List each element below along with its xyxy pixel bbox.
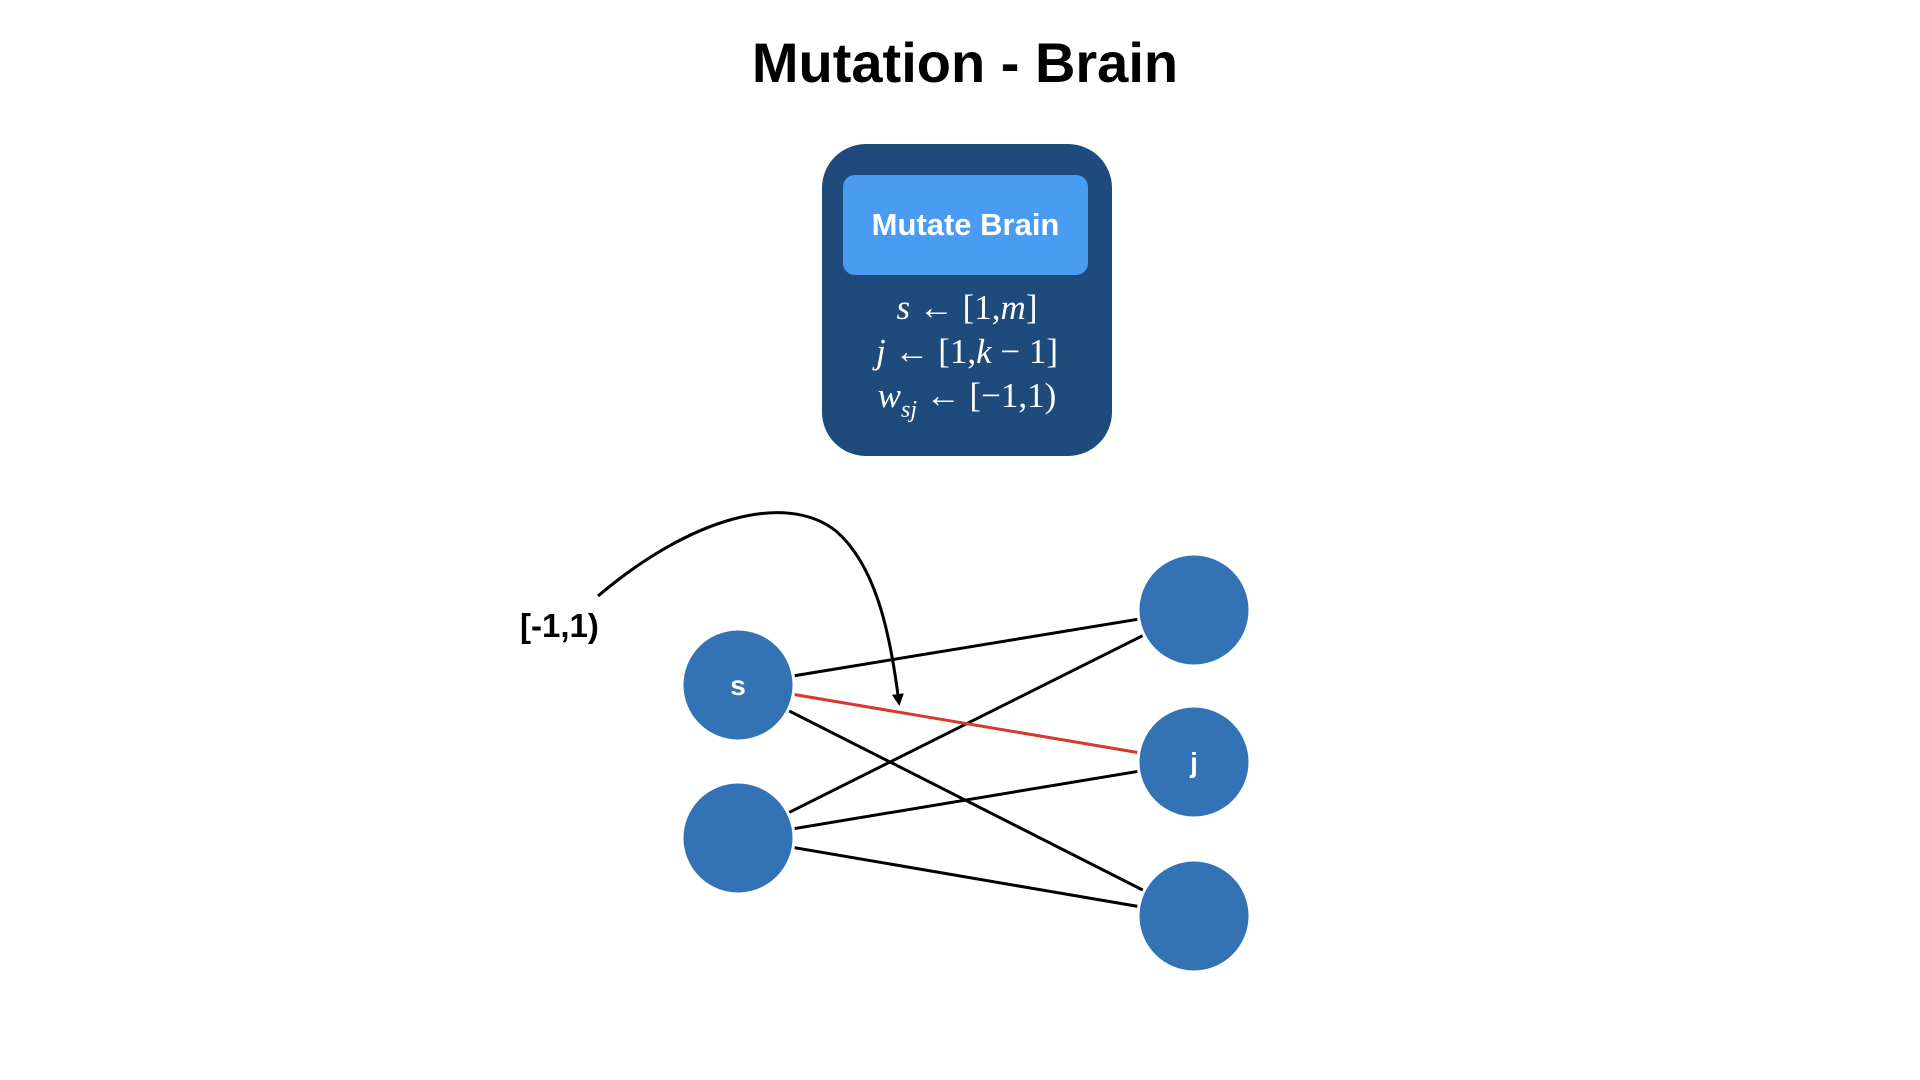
mutation-arrow bbox=[597, 511, 904, 706]
formula-var2: k bbox=[976, 332, 992, 371]
formula-tail: ] bbox=[1025, 288, 1038, 327]
mutate-brain-header: Mutate Brain bbox=[843, 175, 1088, 275]
formula-list: s ← [1,m] j ← [1,k − 1] wsj ← [−1,1) bbox=[822, 286, 1112, 422]
edge-s-top bbox=[737, 608, 1195, 687]
formula-var2: m bbox=[1000, 288, 1026, 327]
right-node-bottom bbox=[1136, 858, 1252, 974]
formula-line-j: j ← [1,k − 1] bbox=[822, 330, 1112, 374]
formula-var: j bbox=[875, 332, 886, 371]
right-node-j-label: j bbox=[1189, 747, 1198, 778]
formula-subscript: sj bbox=[901, 397, 918, 423]
formula-line-s: s ← [1,m] bbox=[822, 286, 1112, 330]
page-title: Mutation - Brain bbox=[751, 31, 1179, 94]
left-node-s: s bbox=[680, 627, 796, 743]
left-node-lower bbox=[680, 780, 796, 896]
formula-line-w: wsj ← [−1,1) bbox=[822, 374, 1112, 422]
edge-s-j-highlighted bbox=[737, 683, 1195, 764]
formula-rest: ← [−1,1) bbox=[917, 376, 1057, 415]
formula-rest: ← [1, bbox=[910, 288, 1001, 327]
right-node-top bbox=[1136, 552, 1252, 668]
mutate-brain-card: Mutate Brain s ← [1,m] j ← [1,k − 1] wsj… bbox=[822, 144, 1112, 456]
formula-rest: ← [1, bbox=[885, 332, 977, 371]
formula-tail: − 1] bbox=[991, 332, 1059, 371]
right-node-j: j bbox=[1136, 704, 1252, 820]
formula-var: s bbox=[896, 288, 911, 327]
left-node-s-label: s bbox=[730, 670, 746, 701]
edge-lower-j bbox=[737, 760, 1195, 840]
formula-var: w bbox=[877, 376, 902, 415]
range-label: [-1,1) bbox=[520, 607, 599, 644]
edge-lower-bottom bbox=[737, 836, 1195, 918]
